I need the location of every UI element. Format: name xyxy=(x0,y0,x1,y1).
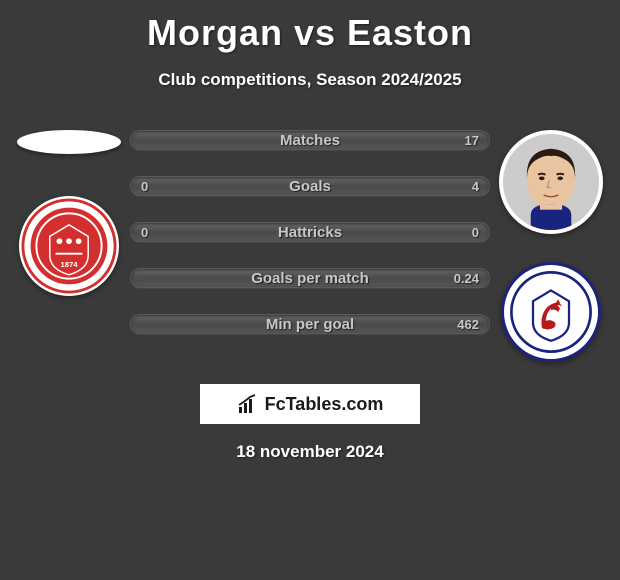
stat-label: Matches xyxy=(131,132,489,149)
raith-badge-icon xyxy=(506,267,596,357)
stat-bar-matches: Matches 17 xyxy=(130,130,490,150)
chart-icon xyxy=(237,393,259,415)
right-player-column xyxy=(490,126,612,362)
stat-bar-goals: 0 Goals 4 xyxy=(130,176,490,196)
stat-label: Goals xyxy=(131,178,489,195)
stat-left-value: 0 xyxy=(141,179,148,194)
date-text: 18 november 2024 xyxy=(0,442,620,462)
stat-bars: Matches 17 0 Goals 4 0 Hattricks 0 Goals… xyxy=(130,126,490,362)
stat-bar-hattricks: 0 Hattricks 0 xyxy=(130,222,490,242)
footer-brand-text: FcTables.com xyxy=(265,394,384,415)
stat-right-value: 462 xyxy=(457,317,479,332)
left-player-column: 1874 xyxy=(8,126,130,362)
stat-label: Hattricks xyxy=(131,224,489,241)
stat-label: Min per goal xyxy=(131,316,489,333)
right-club-badge xyxy=(501,262,601,362)
right-player-avatar xyxy=(499,130,603,234)
comparison-content: 1874 Matches 17 0 Goals 4 0 Hattricks 0 … xyxy=(0,126,620,362)
competition-subtitle: Club competitions, Season 2024/2025 xyxy=(0,70,620,90)
left-player-avatar-placeholder xyxy=(17,130,121,154)
stat-right-value: 4 xyxy=(472,179,479,194)
player-face-icon xyxy=(503,134,599,230)
footer-brand-box: FcTables.com xyxy=(200,384,420,424)
stat-right-value: 0.24 xyxy=(454,271,479,286)
stat-label: Goals per match xyxy=(131,270,489,287)
stat-left-value: 0 xyxy=(141,225,148,240)
stat-right-value: 0 xyxy=(472,225,479,240)
comparison-title: Morgan vs Easton xyxy=(0,0,620,54)
stat-bar-min-per-goal: Min per goal 462 xyxy=(130,314,490,334)
svg-text:1874: 1874 xyxy=(60,260,78,269)
hamilton-badge-icon: 1874 xyxy=(21,198,117,294)
left-club-badge: 1874 xyxy=(19,196,119,296)
stat-bar-goals-per-match: Goals per match 0.24 xyxy=(130,268,490,288)
stat-right-value: 17 xyxy=(465,133,479,148)
